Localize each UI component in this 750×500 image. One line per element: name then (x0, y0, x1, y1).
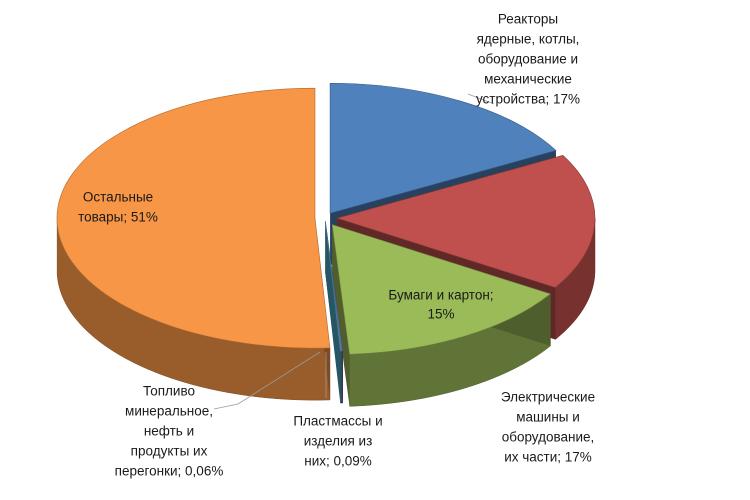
slice-label-line: машины и (516, 409, 580, 424)
slice-label-line: них; 0,09% (304, 453, 372, 468)
slice-label-line: изделия из (304, 433, 373, 448)
slice-label-line: перегонки; 0,06% (115, 463, 224, 478)
slice-label-4: Пластмассы и изделия из них; 0,09% (293, 413, 382, 468)
slice-labels: Реакторы ядерные, котлы, оборудование и мех… (78, 11, 595, 478)
slice-label-line: оборудование и (478, 51, 578, 66)
slice-label-line: их части; 17% (504, 449, 592, 464)
slice-label-line: Электрические (501, 389, 595, 404)
slice-label-line: продукты их (131, 443, 208, 458)
slice-label-line: нефть и (144, 423, 194, 438)
slice-label-5: Топливо минеральное, нефть и продукты их пер… (115, 383, 224, 478)
leader-line (467, 93, 495, 105)
pie-slice-wall (332, 224, 350, 407)
pie-slice-3 (331, 224, 552, 355)
slice-label-line: устройства; 17% (476, 91, 580, 106)
pie-slice-2 (335, 155, 596, 288)
pie-slice-wall (325, 221, 341, 404)
pie-slice-tops (56, 82, 596, 355)
slice-label-line: Пластмассы и (293, 413, 382, 428)
slice-label-6: Остальные товары; 51% (78, 189, 158, 224)
leader-lines (213, 93, 495, 410)
pie-slice-6 (56, 87, 331, 349)
slice-label-line: оборудование, (502, 429, 595, 444)
leader-line (213, 351, 321, 410)
slice-label-line: минеральное, (125, 403, 213, 418)
slice-label-1: Реакторы ядерные, котлы, оборудование и мех… (476, 11, 580, 106)
slice-label-line: 15% (427, 306, 454, 321)
slice-label-3: Бумаги и картон; 15% (388, 287, 493, 321)
pie-slice-1 (329, 82, 557, 214)
slice-label-line: механические (484, 71, 572, 86)
slice-label-line: Реакторы (498, 11, 558, 26)
slice-label-line: Топливо (143, 383, 195, 398)
pie-slice-5 (325, 221, 342, 352)
slice-label-line: Бумаги и картон; (388, 287, 493, 302)
slice-label-line: товары; 51% (78, 209, 158, 224)
slice-label-2: Электрические машины и оборудование, их час… (501, 389, 595, 464)
slice-label-line: ядерные, котлы, (477, 31, 580, 46)
slice-label-line: Остальные (83, 189, 153, 204)
